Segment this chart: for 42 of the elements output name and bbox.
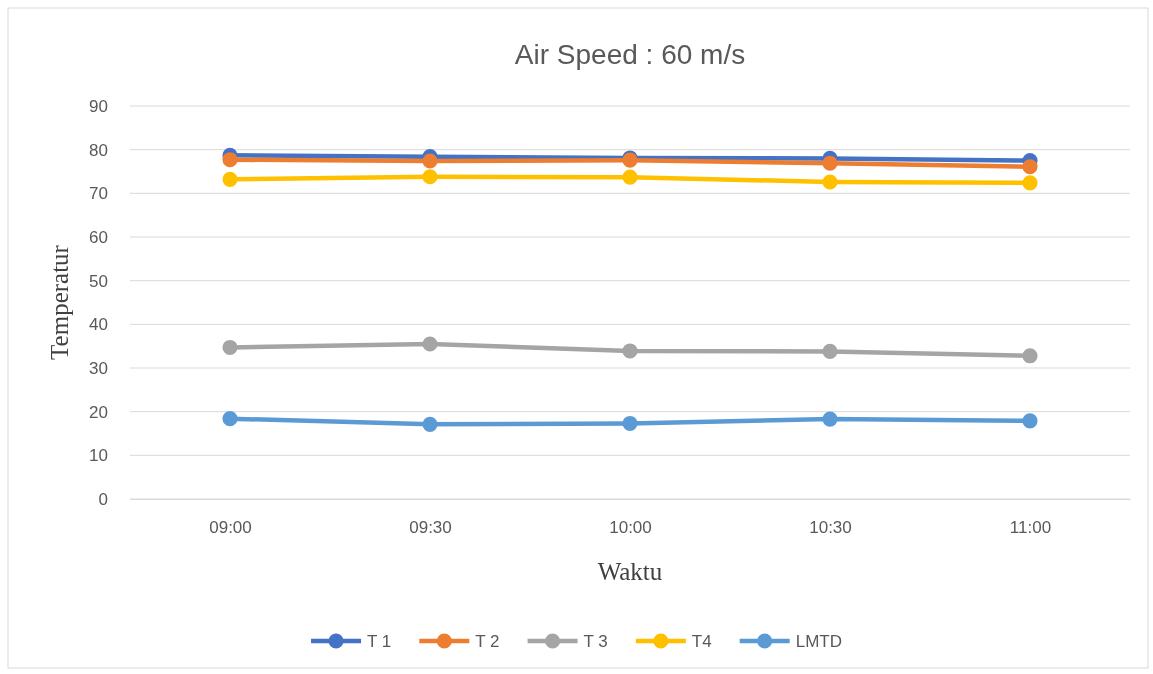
legend-label: LMTD: [795, 632, 842, 651]
y-tick-label: 40: [89, 315, 108, 335]
point: [822, 155, 838, 171]
x-tick-label: 10:30: [809, 518, 852, 538]
legend-label: T 3: [583, 632, 608, 651]
chart-title: Air Speed : 60 m/s: [514, 39, 746, 70]
point: [422, 153, 438, 169]
point: [1022, 348, 1038, 364]
y-tick-label: 10: [89, 446, 108, 466]
point: [222, 171, 238, 187]
legend-label: T 2: [475, 632, 500, 651]
y-tick-label: 70: [89, 184, 108, 204]
point: [822, 411, 838, 427]
x-axis-title: Waktu: [597, 558, 663, 585]
y-tick-label: 50: [89, 271, 108, 291]
y-tick-label: 90: [89, 96, 108, 116]
point: [422, 416, 438, 432]
point: [622, 415, 638, 432]
y-axis-title: Temperatur: [46, 244, 73, 360]
legend-label: T4: [691, 632, 712, 651]
point: [822, 174, 838, 190]
point: [822, 343, 838, 359]
point: [422, 336, 438, 352]
point: [222, 339, 238, 356]
x-tick-label: 10:00: [609, 518, 652, 538]
point: [622, 343, 638, 359]
legend-label: T 1: [367, 632, 392, 651]
point: [1022, 175, 1038, 191]
point: [622, 169, 638, 185]
y-tick-label: 30: [89, 358, 108, 378]
x-tick-label: 09:00: [209, 518, 252, 538]
x-tick-label: 11:00: [1009, 518, 1052, 538]
y-tick-label: 20: [89, 402, 108, 422]
y-tick-label: 60: [89, 227, 108, 247]
point: [1022, 159, 1038, 175]
y-tick-label: 0: [98, 489, 108, 509]
y-tick-label: 80: [89, 140, 108, 160]
point: [222, 411, 238, 427]
point: [422, 169, 438, 185]
point: [1022, 413, 1038, 429]
point: [222, 152, 238, 168]
x-tick-label: 09:30: [409, 518, 452, 538]
